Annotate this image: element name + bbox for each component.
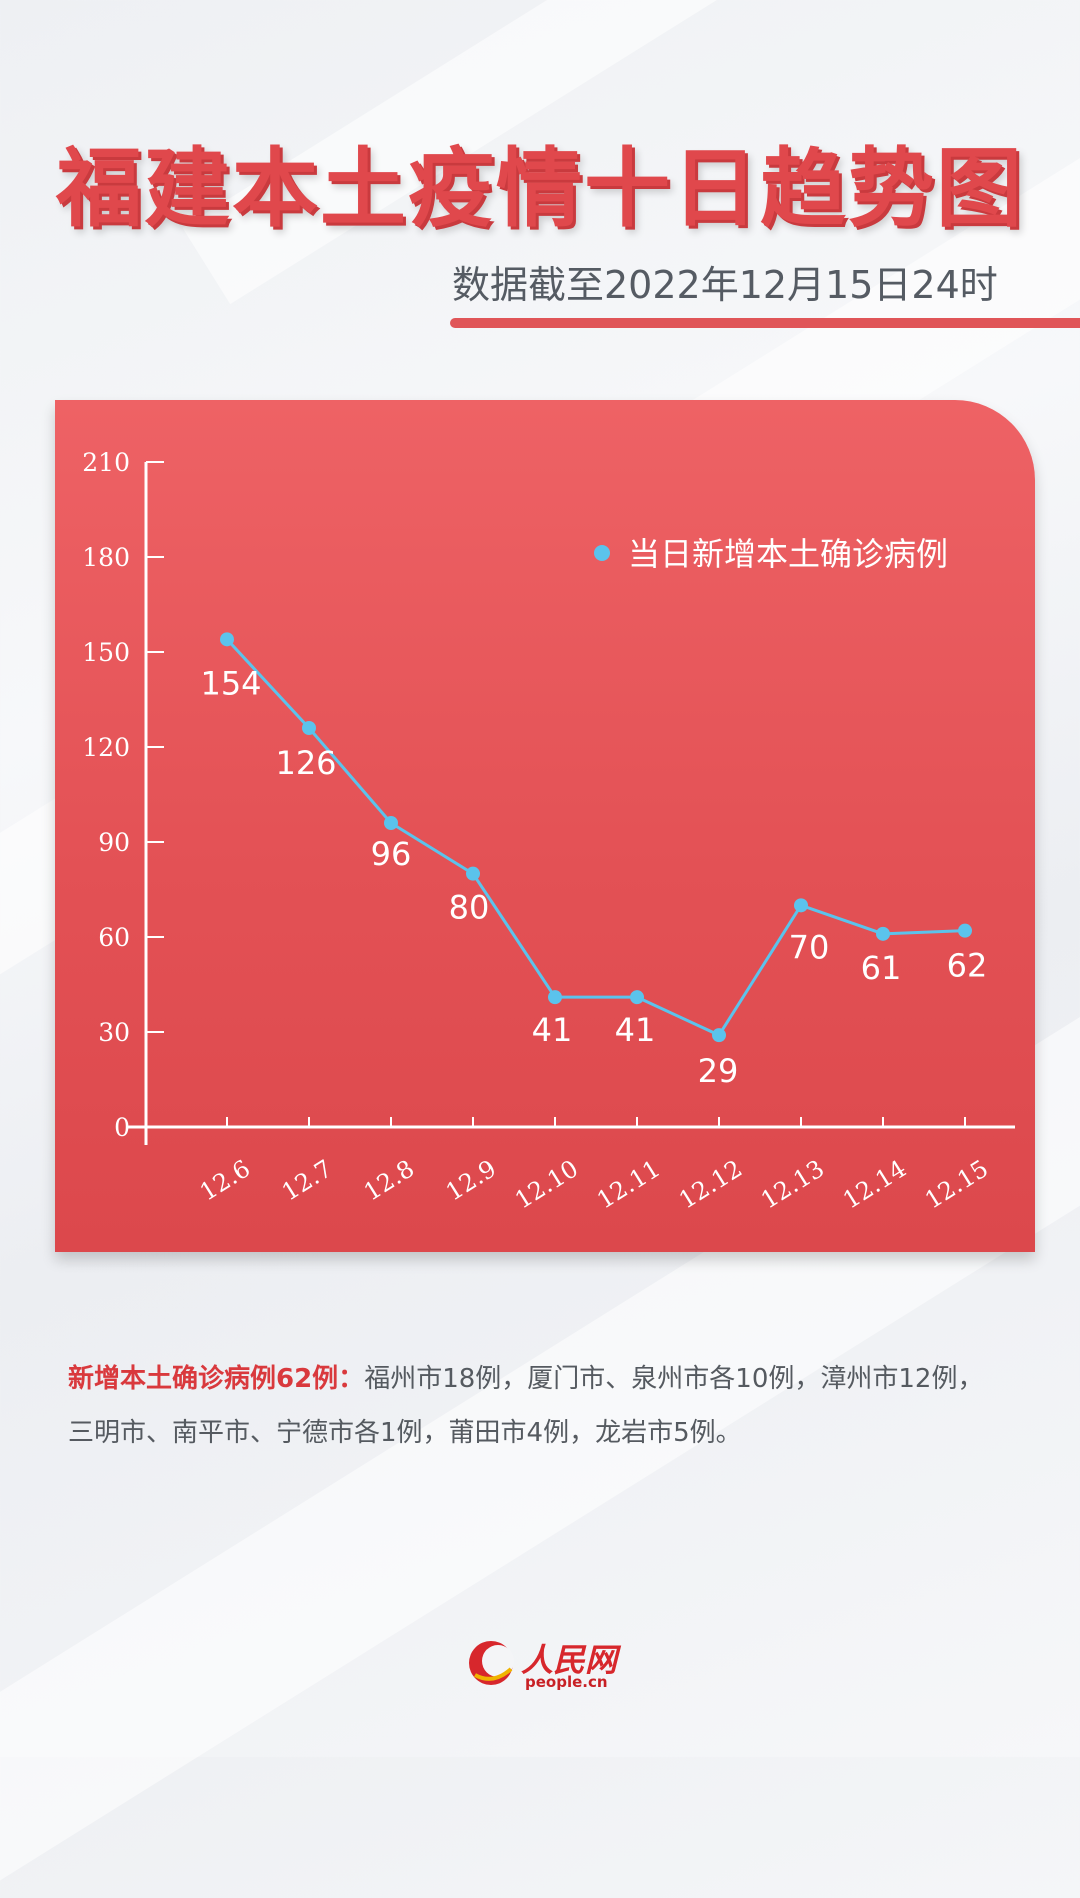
data-label: 154 [200, 664, 261, 702]
logo-name: 人民网 [521, 1641, 618, 1679]
x-tick-label: 12.9 [441, 1154, 501, 1206]
y-tick-label: 0 [114, 1113, 130, 1142]
data-point [384, 816, 398, 830]
y-tick-label: 210 [82, 448, 130, 477]
data-point [876, 926, 890, 941]
data-point [630, 990, 644, 1005]
data-label: 80 [449, 889, 490, 927]
y-tick-label: 90 [98, 828, 130, 857]
legend-marker [594, 545, 610, 561]
logo-emblem-icon [469, 1641, 514, 1685]
y-tick-label: 150 [82, 638, 130, 667]
note-text: 福州市18例，厦门市、泉州市各10例，漳州市12例，三明市、南平市、宁德市各1例… [68, 1364, 984, 1448]
page-title: 福建本土疫情十日趋势图 [56, 139, 1024, 239]
data-label: 96 [371, 835, 412, 873]
series-line [225, 638, 966, 1038]
y-tick-label: 60 [98, 923, 130, 952]
data-label: 62 [947, 947, 988, 985]
data-point [794, 898, 808, 913]
subtitle-underline [450, 318, 1080, 328]
logo-domain: people.cn [525, 1673, 608, 1691]
data-point [548, 990, 562, 1005]
data-label: 41 [532, 1011, 573, 1049]
trend-chart: 0 30 60 90 120 150 180 210 12.6 12.7 12.8 12.9 12.10… [82, 448, 1015, 1215]
data-point [220, 632, 234, 647]
x-tick-label: 12.6 [195, 1154, 255, 1206]
data-label: 70 [789, 928, 830, 966]
data-point [712, 1028, 726, 1043]
data-point [302, 721, 316, 735]
y-tick-label: 120 [82, 733, 130, 762]
people-cn-logo: 人民网 people.cn [465, 1635, 625, 1691]
x-tick-label: 12.14 [838, 1154, 911, 1214]
case-breakdown-note: 新增本土确诊病例62例：福州市18例，厦门市、泉州市各10例，漳州市12例，三明… [68, 1352, 1008, 1460]
data-label: 126 [275, 744, 336, 782]
data-point [958, 923, 972, 938]
data-date-subtitle: 数据截至2022年12月15日24时 [452, 263, 998, 307]
x-tick-label: 12.7 [277, 1154, 337, 1206]
data-point [466, 866, 480, 881]
chart-card: 0 30 60 90 120 150 180 210 12.6 12.7 12.8 12.9 12.10… [55, 400, 1035, 1252]
y-tick-label: 180 [82, 543, 130, 572]
y-tick-label: 30 [98, 1018, 130, 1047]
x-tick-label: 12.8 [359, 1154, 419, 1206]
data-label: 61 [861, 949, 902, 987]
x-tick-label: 12.10 [510, 1154, 583, 1214]
x-tick-label: 12.11 [592, 1154, 665, 1214]
data-label: 41 [615, 1011, 656, 1049]
note-highlight: 新增本土确诊病例62例： [68, 1364, 365, 1394]
x-tick-label: 12.15 [920, 1154, 993, 1214]
x-tick-label: 12.12 [674, 1154, 747, 1214]
legend-label: 当日新增本土确诊病例 [628, 535, 948, 573]
data-label: 29 [698, 1052, 739, 1090]
x-tick-label: 12.13 [756, 1154, 829, 1214]
